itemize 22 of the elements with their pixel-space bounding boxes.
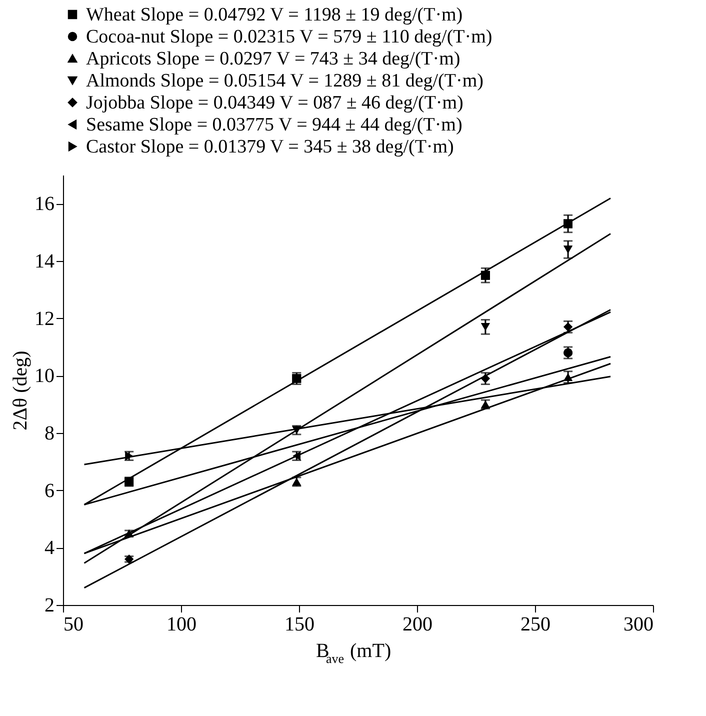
y-tick-label: 16 [34,193,54,216]
legend-label: Wheat Slope = 0.04792 V = 1198 ± 19 deg/(T·m) [86,4,463,26]
x-tick-label: 150 [284,614,314,636]
y-tick-label: 10 [34,365,54,388]
legend-label: Castor Slope = 0.01379 V = 345 ± 38 deg/(T·m) [86,136,454,158]
y-tick-label: 6 [44,480,54,502]
x-tick-label: 200 [402,614,432,636]
x-tick-label: 300 [624,614,654,636]
y-axis-title: 2Δθ (deg) [10,350,32,430]
legend-label: Jojobba Slope = 0.04349 V = 087 ± 46 deg/(T·m) [86,92,464,114]
legend-label: Sesame Slope = 0.03775 V = 944 ± 44 deg/(T·m) [86,114,462,136]
legend-label: Apricots Slope = 0.0297 V = 743 ± 34 deg/(T·m) [86,48,460,70]
y-tick-label: 12 [34,308,54,330]
x-tick-label: 250 [520,614,550,636]
y-tick-label: 14 [34,250,54,272]
legend-label: Almonds Slope = 0.05154 V = 1289 ± 81 deg/(T·m) [86,70,484,92]
y-tick-label: 2 [44,594,54,616]
x-tick-label: 50 [64,614,84,636]
y-tick-label: 4 [44,537,54,560]
legend-label: Cocoa-nut Slope = 0.02315 V = 579 ± 110 deg/(T·m) [86,26,492,48]
y-tick-label: 8 [44,422,54,444]
x-tick-label: 100 [166,614,196,636]
